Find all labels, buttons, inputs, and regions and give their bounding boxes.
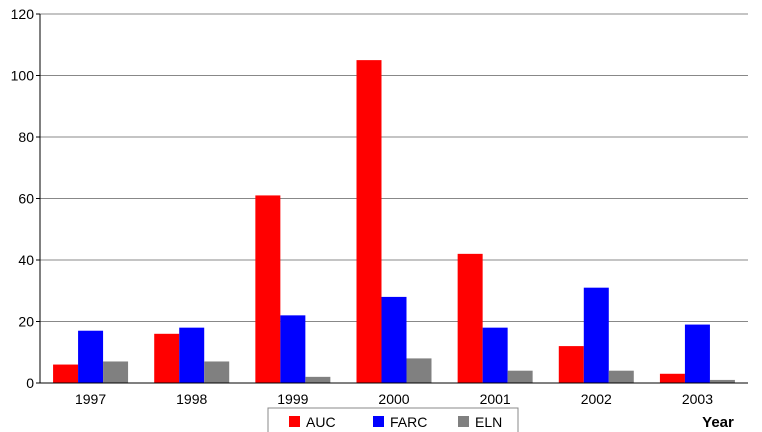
x-tick-label: 2001	[480, 391, 511, 407]
bar-eln-2001	[507, 370, 533, 383]
legend-swatch-eln	[458, 416, 469, 427]
legend-label-eln: ELN	[475, 414, 502, 430]
bar-farc-2003	[684, 324, 710, 383]
y-tick-label: 100	[11, 68, 35, 84]
gridlines	[40, 13, 748, 322]
y-tick-label: 0	[26, 375, 34, 391]
bar-eln-2003	[709, 379, 735, 383]
bar-auc-2001	[457, 253, 483, 383]
bar-auc-1997	[53, 364, 79, 383]
bar-auc-2003	[659, 373, 685, 383]
x-tick-label: 2000	[378, 391, 409, 407]
legend-label-auc: AUC	[306, 414, 336, 430]
y-tick-label: 80	[18, 129, 34, 145]
bar-eln-2000	[406, 358, 432, 383]
y-tick-label: 20	[18, 314, 34, 330]
bar-farc-1998	[179, 327, 205, 383]
bar-eln-1998	[204, 361, 230, 383]
bar-farc-2001	[482, 327, 508, 383]
x-tick-label: 1997	[75, 391, 106, 407]
y-tick-label: 120	[11, 6, 35, 22]
y-tick-label: 40	[18, 252, 34, 268]
x-tick-label: 1998	[176, 391, 207, 407]
bar-farc-2000	[381, 296, 407, 383]
bar-auc-2002	[558, 346, 584, 383]
legend-box	[267, 407, 519, 432]
bar-eln-1999	[305, 376, 331, 383]
y-axis-ticks: 0 20 40 60 80 100 120	[11, 6, 40, 391]
bar-farc-1997	[78, 330, 104, 383]
bar-auc-1998	[154, 333, 180, 383]
x-axis-ticks: 1997 1998 1999 2000 2001 2002 2003	[75, 391, 713, 407]
legend-swatch-auc	[289, 416, 300, 427]
bar-auc-1999	[255, 195, 281, 383]
legend-swatch-farc	[373, 416, 384, 427]
x-axis-label: Year	[702, 414, 734, 431]
bar-eln-1997	[103, 361, 129, 383]
x-tick-label: 2003	[682, 391, 713, 407]
bar-auc-2000	[356, 60, 382, 383]
bar-farc-1999	[280, 315, 306, 383]
y-tick-label: 60	[18, 191, 34, 207]
legend-label-farc: FARC	[390, 414, 427, 430]
bar-farc-2002	[583, 287, 609, 383]
bar-eln-2002	[608, 370, 634, 383]
bars	[53, 60, 735, 383]
legend: AUC FARC ELN	[267, 407, 519, 432]
x-tick-label: 2002	[581, 391, 612, 407]
x-tick-label: 1999	[277, 391, 308, 407]
